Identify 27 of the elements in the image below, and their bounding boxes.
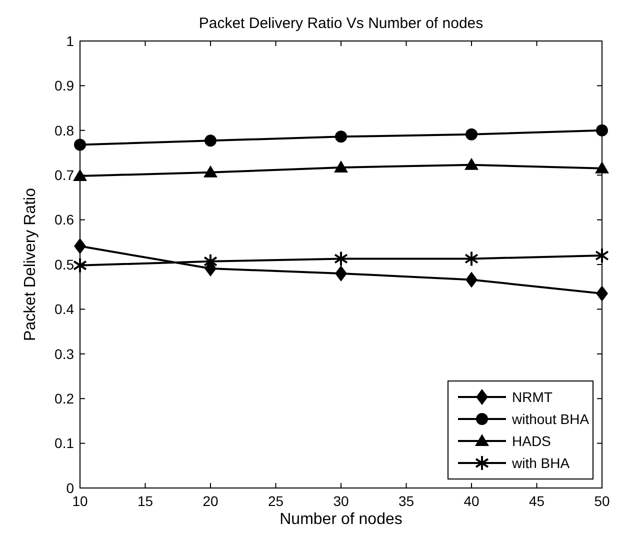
y-tick-label: 0.2 xyxy=(54,390,74,406)
y-tick-label: 0.8 xyxy=(54,122,74,138)
y-tick-label: 0.4 xyxy=(54,301,74,318)
legend-label: with BHA xyxy=(511,454,570,471)
x-tick-label: 30 xyxy=(333,493,349,509)
x-tick-label: 35 xyxy=(398,493,414,509)
y-tick-label: 0.3 xyxy=(54,346,74,362)
x-tick-label: 25 xyxy=(268,493,284,509)
x-tick-label: 10 xyxy=(72,493,88,509)
legend-label: HADS xyxy=(512,432,551,449)
x-tick-label: 50 xyxy=(594,493,610,509)
x-tick-label: 40 xyxy=(464,493,480,509)
y-tick-label: 0.6 xyxy=(54,212,74,228)
y-tick-label: 0.9 xyxy=(54,78,74,94)
x-tick-label: 20 xyxy=(202,493,218,509)
y-tick-label: 0 xyxy=(66,480,74,496)
legend-label: NRMT xyxy=(512,388,553,405)
x-axis-title: Number of nodes xyxy=(280,511,402,528)
x-tick-label: 15 xyxy=(137,493,154,509)
y-tick-label: 1 xyxy=(66,32,74,49)
y-axis-title: Packet Delivery Ratio xyxy=(22,188,39,341)
y-tick-label: 0.5 xyxy=(54,256,74,272)
y-tick-label: 0.7 xyxy=(54,167,74,183)
x-tick-label: 45 xyxy=(528,493,545,509)
y-tick-label: 0.1 xyxy=(54,435,74,452)
legend-label: without BHA xyxy=(511,410,590,427)
chart-title: Packet Delivery Ratio Vs Number of nodes xyxy=(198,15,484,32)
